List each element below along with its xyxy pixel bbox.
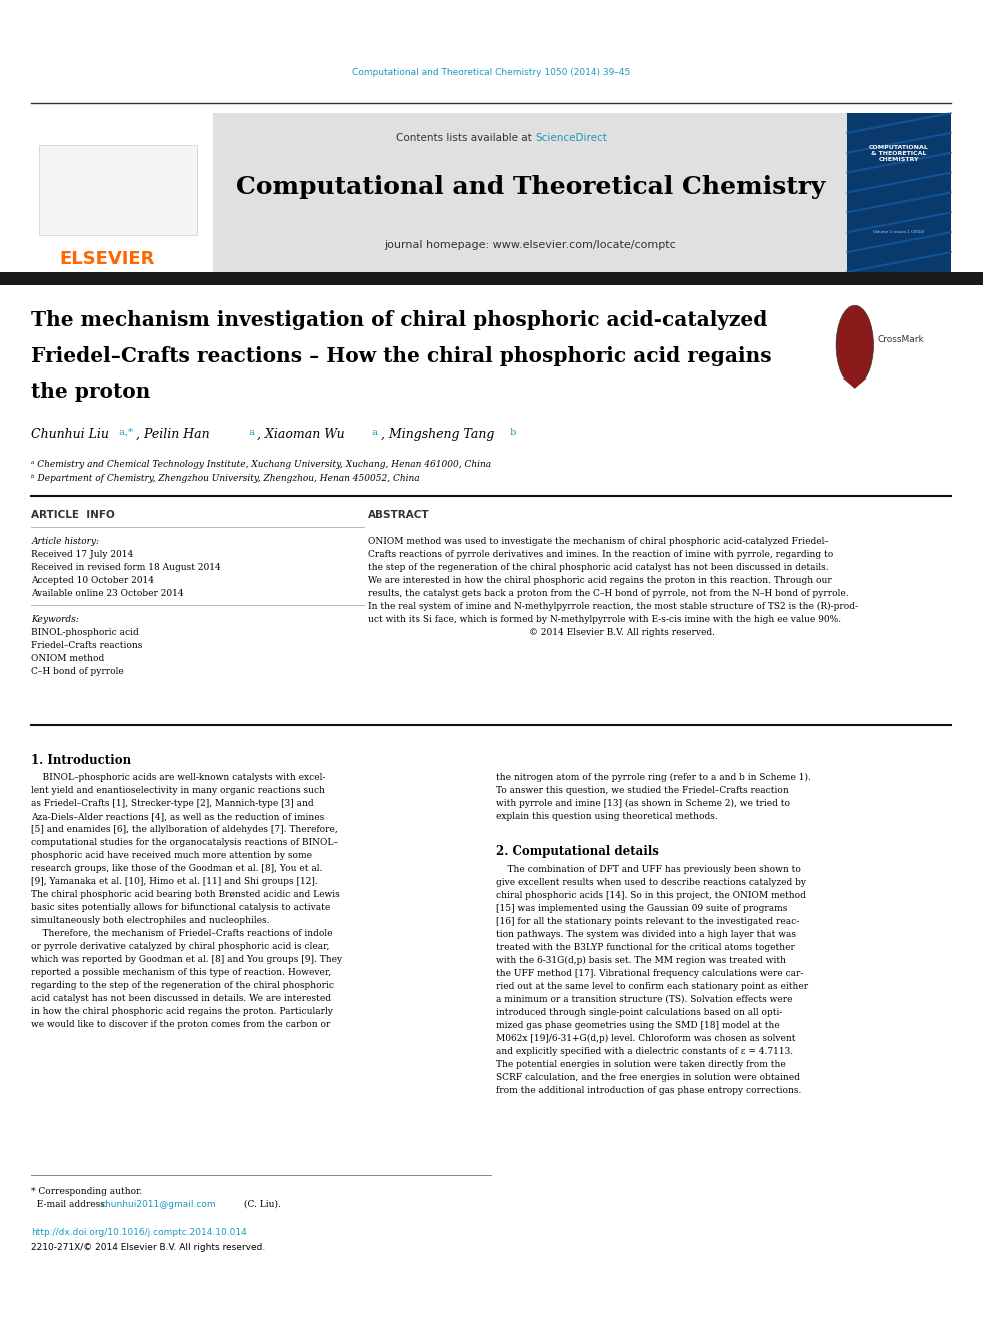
Text: ried out at the same level to confirm each stationary point as either: ried out at the same level to confirm ea…: [496, 982, 808, 991]
Text: In the real system of imine and N-methylpyrrole reaction, the most stable struct: In the real system of imine and N-methyl…: [368, 602, 858, 611]
Text: ARTICLE  INFO: ARTICLE INFO: [32, 509, 115, 520]
Text: acid catalyst has not been discussed in details. We are interested: acid catalyst has not been discussed in …: [32, 994, 331, 1003]
Text: COMPUTATIONAL
& THEORETICAL
CHEMISTRY: COMPUTATIONAL & THEORETICAL CHEMISTRY: [869, 146, 929, 161]
Text: the UFF method [17]. Vibrational frequency calculations were car-: the UFF method [17]. Vibrational frequen…: [496, 968, 804, 978]
Text: ᵇ Department of Chemistry, Zhengzhou University, Zhengzhou, Henan 450052, China: ᵇ Department of Chemistry, Zhengzhou Uni…: [32, 474, 420, 483]
Text: results, the catalyst gets back a proton from the C–H bond of pyrrole, not from : results, the catalyst gets back a proton…: [368, 589, 849, 598]
Text: we would like to discover if the proton comes from the carbon or: we would like to discover if the proton …: [32, 1020, 330, 1029]
Text: The potential energies in solution were taken directly from the: The potential energies in solution were …: [496, 1060, 786, 1069]
Text: BINOL–phosphoric acids are well-known catalysts with excel-: BINOL–phosphoric acids are well-known ca…: [32, 773, 325, 782]
Text: Aza-Diels–Alder reactions [4], as well as the reduction of imines: Aza-Diels–Alder reactions [4], as well a…: [32, 812, 324, 822]
Text: a: a: [246, 429, 255, 437]
Text: journal homepage: www.elsevier.com/locate/comptc: journal homepage: www.elsevier.com/locat…: [385, 239, 677, 250]
Text: reported a possible mechanism of this type of reaction. However,: reported a possible mechanism of this ty…: [32, 968, 331, 976]
Text: 2210-271X/© 2014 Elsevier B.V. All rights reserved.: 2210-271X/© 2014 Elsevier B.V. All right…: [32, 1244, 266, 1252]
Text: introduced through single-point calculations based on all opti-: introduced through single-point calculat…: [496, 1008, 783, 1017]
Text: research groups, like those of the Goodman et al. [8], You et al.: research groups, like those of the Goodm…: [32, 864, 322, 873]
Text: regarding to the step of the regeneration of the chiral phosphoric: regarding to the step of the regeneratio…: [32, 980, 334, 990]
Text: Crafts reactions of pyrrole derivatives and imines. In the reaction of imine wit: Crafts reactions of pyrrole derivatives …: [368, 550, 833, 560]
Text: ᵃ Chemistry and Chemical Technology Institute, Xuchang University, Xuchang, Hena: ᵃ Chemistry and Chemical Technology Inst…: [32, 460, 492, 468]
Bar: [32, 112, 213, 273]
Text: Friedel–Crafts reactions – How the chiral phosphoric acid regains: Friedel–Crafts reactions – How the chira…: [32, 347, 772, 366]
Text: b: b: [507, 429, 517, 437]
Text: Accepted 10 October 2014: Accepted 10 October 2014: [32, 576, 155, 585]
Text: * Corresponding author.: * Corresponding author.: [32, 1187, 143, 1196]
Text: 1. Introduction: 1. Introduction: [32, 754, 132, 767]
Text: ONIOM method: ONIOM method: [32, 654, 105, 663]
Bar: [40, 146, 196, 235]
Text: the nitrogen atom of the pyrrole ring (refer to a and b in Scheme 1).: the nitrogen atom of the pyrrole ring (r…: [496, 773, 811, 782]
Text: uct with its Si face, which is formed by N-methylpyrrole with E-s-cis imine with: uct with its Si face, which is formed by…: [368, 615, 841, 624]
Text: a,*: a,*: [116, 429, 133, 437]
Text: treated with the B3LYP functional for the critical atoms together: treated with the B3LYP functional for th…: [496, 943, 795, 953]
Text: Volume 1 issues 1 (2014): Volume 1 issues 1 (2014): [873, 230, 925, 234]
Bar: [213, 112, 847, 273]
Text: or pyrrole derivative catalyzed by chiral phosphoric acid is clear,: or pyrrole derivative catalyzed by chira…: [32, 942, 329, 951]
Text: The combination of DFT and UFF has previously been shown to: The combination of DFT and UFF has previ…: [496, 865, 801, 875]
Text: a minimum or a transition structure (TS). Solvation effects were: a minimum or a transition structure (TS)…: [496, 995, 793, 1004]
Text: Chunhui Liu: Chunhui Liu: [32, 429, 109, 441]
Text: BINOL-phosphoric acid: BINOL-phosphoric acid: [32, 628, 139, 636]
Text: ONIOM method was used to investigate the mechanism of chiral phosphoric acid-cat: ONIOM method was used to investigate the…: [368, 537, 829, 546]
Text: in how the chiral phosphoric acid regains the proton. Particularly: in how the chiral phosphoric acid regain…: [32, 1007, 333, 1016]
Text: computational studies for the organocatalysis reactions of BINOL–: computational studies for the organocata…: [32, 837, 338, 847]
Text: 2. Computational details: 2. Computational details: [496, 845, 659, 859]
Text: © 2014 Elsevier B.V. All rights reserved.: © 2014 Elsevier B.V. All rights reserved…: [368, 628, 715, 636]
Text: phosphoric acid have received much more attention by some: phosphoric acid have received much more …: [32, 851, 312, 860]
Text: ELSEVIER: ELSEVIER: [59, 250, 155, 269]
Text: , Peilin Han: , Peilin Han: [136, 429, 209, 441]
Text: Therefore, the mechanism of Friedel–Crafts reactions of indole: Therefore, the mechanism of Friedel–Craf…: [32, 929, 333, 938]
Text: http://dx.doi.org/10.1016/j.comptc.2014.10.014: http://dx.doi.org/10.1016/j.comptc.2014.…: [32, 1228, 247, 1237]
Text: chunhui2011@gmail.com: chunhui2011@gmail.com: [100, 1200, 216, 1209]
Bar: [0, 273, 982, 284]
Text: [5] and enamides [6], the allylboration of aldehydes [7]. Therefore,: [5] and enamides [6], the allylboration …: [32, 826, 338, 833]
Text: Computational and Theoretical Chemistry 1050 (2014) 39–45: Computational and Theoretical Chemistry …: [352, 67, 630, 77]
Text: Available online 23 October 2014: Available online 23 October 2014: [32, 589, 185, 598]
Text: tion pathways. The system was divided into a high layer that was: tion pathways. The system was divided in…: [496, 930, 797, 939]
Text: with pyrrole and imine [13] (as shown in Scheme 2), we tried to: with pyrrole and imine [13] (as shown in…: [496, 799, 791, 808]
Ellipse shape: [836, 306, 873, 385]
Text: ScienceDirect: ScienceDirect: [536, 134, 607, 143]
Text: the step of the regeneration of the chiral phosphoric acid catalyst has not been: the step of the regeneration of the chir…: [368, 564, 829, 572]
Text: lent yield and enantioselectivity in many organic reactions such: lent yield and enantioselectivity in man…: [32, 786, 325, 795]
Text: Contents lists available at: Contents lists available at: [397, 134, 536, 143]
Bar: [847, 112, 951, 273]
Text: The mechanism investigation of chiral phosphoric acid-catalyzed: The mechanism investigation of chiral ph…: [32, 310, 768, 329]
Text: basic sites potentially allows for bifunctional catalysis to activate: basic sites potentially allows for bifun…: [32, 904, 330, 912]
Text: [15] was implemented using the Gaussian 09 suite of programs: [15] was implemented using the Gaussian …: [496, 904, 788, 913]
Text: Received in revised form 18 August 2014: Received in revised form 18 August 2014: [32, 564, 221, 572]
Text: chiral phosphoric acids [14]. So in this project, the ONIOM method: chiral phosphoric acids [14]. So in this…: [496, 890, 806, 900]
Text: ABSTRACT: ABSTRACT: [368, 509, 431, 520]
Text: , Xiaoman Wu: , Xiaoman Wu: [257, 429, 345, 441]
Text: To answer this question, we studied the Friedel–Crafts reaction: To answer this question, we studied the …: [496, 786, 789, 795]
Text: Keywords:: Keywords:: [32, 615, 79, 624]
Text: as Friedel–Crafts [1], Strecker-type [2], Mannich-type [3] and: as Friedel–Crafts [1], Strecker-type [2]…: [32, 799, 314, 808]
Text: which was reported by Goodman et al. [8] and You groups [9]. They: which was reported by Goodman et al. [8]…: [32, 955, 342, 964]
Text: Computational and Theoretical Chemistry: Computational and Theoretical Chemistry: [236, 175, 825, 198]
Text: the proton: the proton: [32, 382, 151, 402]
Text: C–H bond of pyrrole: C–H bond of pyrrole: [32, 667, 124, 676]
Text: mized gas phase geometries using the SMD [18] model at the: mized gas phase geometries using the SMD…: [496, 1021, 780, 1031]
Text: give excellent results when used to describe reactions catalyzed by: give excellent results when used to desc…: [496, 878, 806, 886]
Text: We are interested in how the chiral phosphoric acid regains the proton in this r: We are interested in how the chiral phos…: [368, 576, 832, 585]
Text: The chiral phosphoric acid bearing both Brønsted acidic and Lewis: The chiral phosphoric acid bearing both …: [32, 890, 340, 900]
Text: (C. Liu).: (C. Liu).: [241, 1200, 281, 1209]
Text: E-mail address:: E-mail address:: [32, 1200, 111, 1209]
Text: a: a: [369, 429, 378, 437]
Text: [16] for all the stationary points relevant to the investigated reac-: [16] for all the stationary points relev…: [496, 917, 800, 926]
Text: [9], Yamanaka et al. [10], Himo et al. [11] and Shi groups [12].: [9], Yamanaka et al. [10], Himo et al. […: [32, 877, 318, 886]
Text: and explicitly specified with a dielectric constants of ε = 4.7113.: and explicitly specified with a dielectr…: [496, 1046, 794, 1056]
Text: simultaneously both electrophiles and nucleophiles.: simultaneously both electrophiles and nu…: [32, 916, 270, 925]
Text: Friedel–Crafts reactions: Friedel–Crafts reactions: [32, 642, 143, 650]
Text: CrossMark: CrossMark: [877, 336, 925, 344]
Text: with the 6-31G(d,p) basis set. The MM region was treated with: with the 6-31G(d,p) basis set. The MM re…: [496, 957, 787, 964]
Text: from the additional introduction of gas phase entropy corrections.: from the additional introduction of gas …: [496, 1086, 802, 1095]
Text: SCRF calculation, and the free energies in solution were obtained: SCRF calculation, and the free energies …: [496, 1073, 800, 1082]
FancyArrow shape: [842, 365, 867, 389]
Text: , Mingsheng Tang: , Mingsheng Tang: [381, 429, 495, 441]
Text: Article history:: Article history:: [32, 537, 99, 546]
Text: explain this question using theoretical methods.: explain this question using theoretical …: [496, 812, 718, 822]
Text: M062x [19]/6-31+G(d,p) level. Chloroform was chosen as solvent: M062x [19]/6-31+G(d,p) level. Chloroform…: [496, 1035, 796, 1043]
Text: Received 17 July 2014: Received 17 July 2014: [32, 550, 134, 560]
